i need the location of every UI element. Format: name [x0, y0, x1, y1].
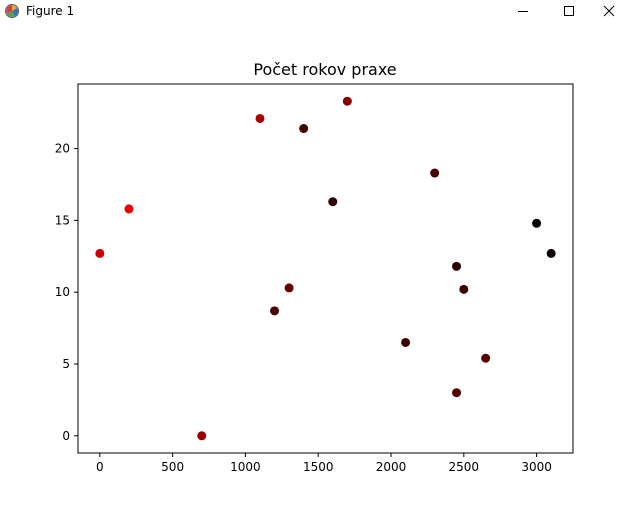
maximize-icon: [564, 6, 574, 16]
close-button[interactable]: [592, 0, 626, 22]
minimize-icon: [518, 11, 528, 12]
x-tick-label: 3000: [521, 460, 552, 474]
x-tick-label: 2000: [376, 460, 407, 474]
x-tick-label: 1000: [230, 460, 261, 474]
scatter-point: [459, 284, 469, 294]
scatter-point: [430, 168, 440, 178]
y-tick-label: 5: [62, 357, 70, 371]
x-tick-label: 500: [161, 460, 184, 474]
x-tick-label: 1500: [303, 460, 334, 474]
y-tick-label: 10: [55, 285, 70, 299]
maximize-button[interactable]: [546, 0, 592, 22]
window-titlebar: Figure 1: [0, 0, 626, 22]
scatter-point: [255, 113, 265, 123]
close-icon: [603, 5, 615, 17]
figure-canvas: Počet rokov praxe 0 500 1000 1500 2000 2500 30…: [0, 22, 626, 503]
scatter-point: [124, 204, 134, 214]
scatter-point: [481, 353, 491, 363]
window-title: Figure 1: [26, 4, 75, 18]
matplotlib-figure-icon: [5, 4, 19, 18]
plot-area-frame: [77, 83, 574, 454]
scatter-point: [452, 388, 462, 398]
scatter-point: [284, 283, 294, 293]
x-tick-label: 2500: [449, 460, 480, 474]
scatter-point: [270, 306, 280, 316]
scatter-point: [95, 248, 105, 258]
scatter-point: [197, 431, 207, 441]
scatter-point: [299, 124, 309, 134]
scatter-point: [342, 96, 352, 106]
scatter-point: [328, 197, 338, 207]
minimize-button[interactable]: [500, 0, 546, 22]
y-tick-label: 15: [55, 213, 70, 227]
y-tick-label: 0: [62, 429, 70, 443]
scatter-point: [401, 337, 411, 347]
scatter-point: [532, 218, 542, 228]
scatter-point: [546, 248, 556, 258]
scatter-chart: Počet rokov praxe 0 500 1000 1500 2000 2500 30…: [55, 60, 574, 474]
y-tick-label: 20: [55, 142, 70, 156]
chart-title: Počet rokov praxe: [253, 60, 396, 79]
scatter-point: [452, 261, 462, 271]
x-tick-label: 0: [96, 460, 104, 474]
